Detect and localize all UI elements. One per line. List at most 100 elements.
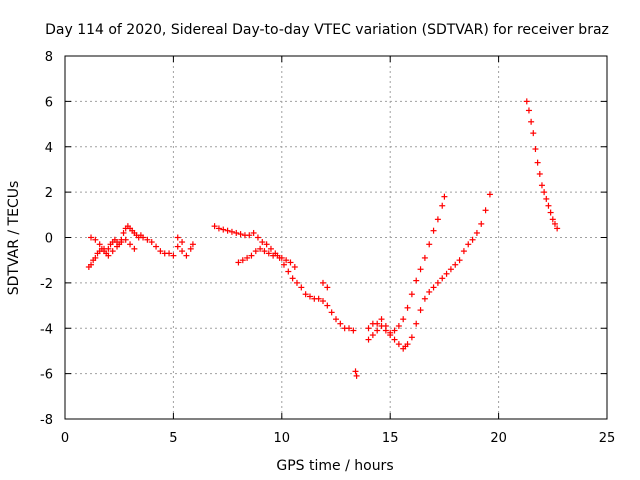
y-tick-label: 2 — [45, 186, 53, 201]
data-point — [215, 225, 222, 232]
data-point — [127, 241, 134, 248]
data-point — [250, 229, 257, 236]
data-point — [417, 266, 424, 273]
data-point — [174, 243, 181, 250]
data-point — [153, 243, 160, 250]
x-tick-label: 10 — [274, 431, 291, 446]
data-point — [189, 241, 196, 248]
data-point — [88, 261, 95, 268]
data-point — [278, 254, 285, 261]
y-tick-label: 8 — [45, 50, 53, 65]
data-point — [120, 229, 127, 236]
data-points — [85, 98, 561, 379]
data-point — [148, 239, 155, 246]
x-tick-label: 20 — [490, 431, 507, 446]
data-point — [549, 216, 556, 223]
x-tick-label: 15 — [382, 431, 399, 446]
data-point — [538, 182, 545, 189]
data-point — [541, 189, 548, 196]
y-tick-label: -8 — [40, 413, 53, 428]
data-point — [174, 234, 181, 241]
data-point — [365, 336, 372, 343]
data-point — [265, 250, 272, 257]
data-point — [469, 236, 476, 243]
data-point — [387, 329, 394, 336]
data-point — [96, 241, 103, 248]
data-point — [291, 263, 298, 270]
data-point — [434, 279, 441, 286]
data-point — [248, 252, 255, 259]
y-tick-label: 4 — [45, 141, 53, 156]
data-point — [92, 254, 99, 261]
y-tick-label: 0 — [45, 232, 53, 247]
data-point — [105, 252, 112, 259]
data-point — [532, 146, 539, 153]
data-point — [478, 220, 485, 227]
data-point — [324, 284, 331, 291]
data-point — [369, 332, 376, 339]
data-point — [421, 295, 428, 302]
data-point — [395, 322, 402, 329]
data-point — [543, 195, 550, 202]
data-point — [525, 107, 532, 114]
data-point — [456, 257, 463, 264]
data-point — [244, 254, 251, 261]
data-point — [211, 223, 218, 230]
axis-ticks — [64, 55, 608, 420]
data-point — [404, 341, 411, 348]
data-point — [391, 327, 398, 334]
data-point — [122, 236, 129, 243]
data-point — [92, 236, 99, 243]
data-point — [395, 341, 402, 348]
data-point — [179, 239, 186, 246]
data-point — [482, 207, 489, 214]
data-point — [413, 320, 420, 327]
data-point — [400, 316, 407, 323]
data-point — [239, 257, 246, 264]
data-point — [306, 293, 313, 300]
data-point — [346, 325, 353, 332]
data-point — [447, 266, 454, 273]
data-point — [534, 159, 541, 166]
data-point — [486, 191, 493, 198]
data-point — [426, 288, 433, 295]
data-point — [547, 209, 554, 216]
data-point — [302, 291, 309, 298]
data-point — [413, 277, 420, 284]
data-point — [224, 227, 231, 234]
data-point — [528, 118, 535, 125]
x-tick-label: 5 — [169, 431, 177, 446]
data-point — [441, 193, 448, 200]
data-point — [166, 250, 173, 257]
data-point — [324, 302, 331, 309]
data-point — [118, 239, 125, 246]
chart-title: Day 114 of 2020, Sidereal Day-to-day VTE… — [45, 22, 609, 38]
data-point — [101, 245, 108, 252]
data-point — [109, 248, 116, 255]
data-point — [246, 232, 253, 239]
data-point — [252, 248, 259, 255]
data-point — [283, 257, 290, 264]
data-point — [179, 248, 186, 255]
data-point — [88, 234, 95, 241]
data-point — [287, 259, 294, 266]
data-point — [274, 252, 281, 259]
data-point — [187, 245, 194, 252]
data-point — [131, 245, 138, 252]
data-point — [298, 284, 305, 291]
data-point — [430, 284, 437, 291]
x-axis-label: GPS time / hours — [276, 458, 393, 474]
data-point — [365, 325, 372, 332]
y-tick-labels: -8 -6 -4 -2 0 2 4 6 8 — [40, 50, 53, 428]
x-tick-label: 25 — [599, 431, 616, 446]
data-point — [408, 334, 415, 341]
data-point — [333, 316, 339, 323]
data-point — [434, 216, 441, 223]
data-point — [319, 298, 326, 305]
data-point — [374, 320, 381, 327]
data-point — [337, 320, 344, 327]
data-point — [157, 248, 164, 255]
data-point — [551, 220, 558, 227]
data-point — [382, 322, 389, 329]
y-tick-label: -2 — [40, 277, 53, 292]
